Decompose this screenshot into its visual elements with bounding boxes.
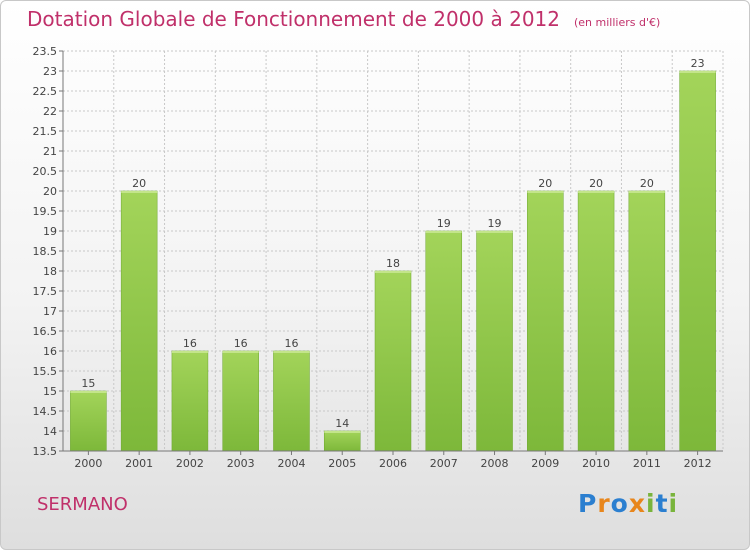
bar-2008 bbox=[476, 230, 513, 452]
x-tick-label: 2010 bbox=[582, 457, 610, 470]
y-tick-label: 18 bbox=[43, 265, 57, 278]
y-tick-label: 14 bbox=[43, 425, 57, 438]
x-tick-label: 2011 bbox=[633, 457, 661, 470]
logo-letter: o bbox=[610, 489, 629, 518]
bar-2011 bbox=[628, 190, 666, 452]
y-tick-label: 22.5 bbox=[33, 85, 58, 98]
data-label: 16 bbox=[234, 337, 248, 350]
bar-highlight bbox=[679, 71, 716, 73]
y-tick-label: 16 bbox=[43, 345, 57, 358]
x-tick-label: 2005 bbox=[328, 457, 356, 470]
y-tick-label: 19 bbox=[43, 225, 57, 238]
logo-letter: x bbox=[628, 489, 646, 518]
y-tick-label: 23 bbox=[43, 65, 57, 78]
data-label: 19 bbox=[488, 217, 502, 230]
y-tick-label: 21 bbox=[43, 145, 57, 158]
bar-highlight bbox=[121, 191, 158, 193]
axes bbox=[59, 50, 723, 455]
x-tick-label: 2012 bbox=[684, 457, 712, 470]
x-tick-label: 2003 bbox=[227, 457, 255, 470]
data-label: 18 bbox=[386, 257, 400, 270]
bar-2005 bbox=[323, 430, 361, 452]
chart-title: Dotation Globale de Fonctionnement de 20… bbox=[27, 7, 661, 31]
logo-letter: t bbox=[655, 489, 669, 518]
bar-2001 bbox=[120, 190, 158, 452]
y-tick-label: 17.5 bbox=[33, 285, 58, 298]
data-label: 20 bbox=[589, 177, 603, 190]
bar-highlight bbox=[273, 351, 310, 353]
chart-subtitle: (en milliers d'€) bbox=[574, 16, 661, 29]
bar-2010 bbox=[577, 190, 615, 452]
y-tick-label: 19.5 bbox=[33, 205, 58, 218]
data-label: 20 bbox=[640, 177, 654, 190]
data-label: 16 bbox=[183, 337, 197, 350]
proxiti-logo: Proxiti bbox=[578, 489, 678, 518]
y-tick-label: 17 bbox=[43, 305, 57, 318]
bar-highlight bbox=[171, 351, 208, 353]
bar-2004 bbox=[273, 350, 310, 452]
data-label: 20 bbox=[132, 177, 146, 190]
data-label: 23 bbox=[691, 57, 705, 70]
bar-2003 bbox=[222, 350, 259, 452]
logo-letter: r bbox=[597, 489, 611, 518]
x-tick-label: 2008 bbox=[481, 457, 509, 470]
y-tick-label: 20 bbox=[43, 185, 57, 198]
x-tick-label: 2001 bbox=[125, 457, 153, 470]
logo-letter: i bbox=[668, 489, 679, 518]
y-tick-label: 23.5 bbox=[33, 45, 58, 58]
bar-2007 bbox=[425, 230, 463, 452]
bar-highlight bbox=[628, 191, 665, 193]
data-label: 16 bbox=[284, 337, 298, 350]
y-tick-label: 22 bbox=[43, 105, 57, 118]
data-label: 15 bbox=[81, 377, 95, 390]
x-tick-label: 2006 bbox=[379, 457, 407, 470]
y-tick-label: 13.5 bbox=[33, 445, 58, 458]
bar-2009 bbox=[527, 190, 564, 452]
bar-2000 bbox=[70, 390, 107, 452]
x-tick-label: 2004 bbox=[277, 457, 305, 470]
y-tick-label: 15 bbox=[43, 385, 57, 398]
y-tick-label: 16.5 bbox=[33, 325, 58, 338]
bar-highlight bbox=[425, 231, 462, 233]
y-tick-label: 14.5 bbox=[33, 405, 58, 418]
logo-letter: i bbox=[646, 489, 656, 518]
bar-2012 bbox=[679, 70, 716, 452]
data-label: 19 bbox=[437, 217, 451, 230]
commune-name: SERMANO bbox=[37, 494, 128, 515]
bars bbox=[70, 70, 716, 452]
bar-highlight bbox=[324, 431, 361, 433]
y-tick-label: 18.5 bbox=[33, 245, 58, 258]
bar-highlight bbox=[375, 271, 411, 273]
y-tick-label: 21.5 bbox=[33, 125, 58, 138]
data-label: 20 bbox=[538, 177, 552, 190]
bar-2006 bbox=[374, 270, 412, 452]
y-tick-label: 20.5 bbox=[33, 165, 58, 178]
bar-highlight bbox=[476, 231, 513, 233]
y-tick-label: 15.5 bbox=[33, 365, 58, 378]
x-tick-label: 2002 bbox=[176, 457, 204, 470]
bar-highlight bbox=[222, 351, 259, 353]
bar-highlight bbox=[527, 191, 564, 193]
x-tick-label: 2009 bbox=[531, 457, 559, 470]
logo-letter: P bbox=[578, 489, 598, 518]
x-tick-label: 2007 bbox=[430, 457, 458, 470]
bar-2002 bbox=[171, 350, 209, 452]
bar-highlight bbox=[70, 391, 107, 393]
data-label: 14 bbox=[335, 417, 349, 430]
bar-highlight bbox=[578, 191, 615, 193]
x-tick-label: 2000 bbox=[74, 457, 102, 470]
labels: 13.5 14 14.5 15 15.5 16 16.5 17 17.5 18 18.5 19 19.5… bbox=[33, 45, 712, 470]
